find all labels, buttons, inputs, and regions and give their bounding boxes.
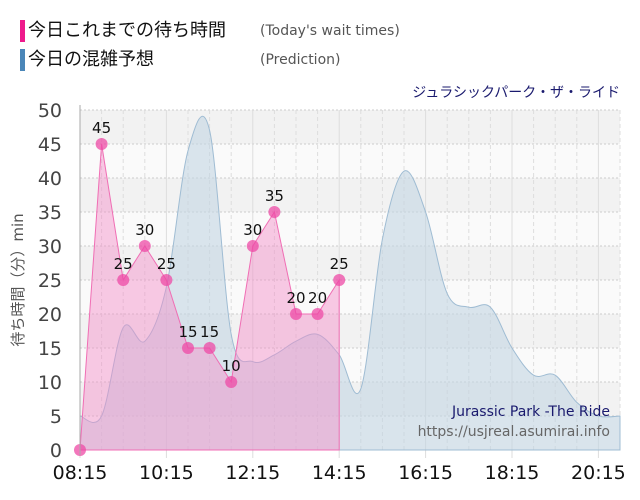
data-label: 45 (92, 119, 111, 137)
today-points (74, 138, 346, 456)
today-point (246, 240, 259, 252)
y-tick-label: 35 (38, 202, 62, 224)
x-tick-labels: 08:15 10:15 12:15 14:15 16:15 18:15 20:15 (53, 462, 626, 484)
data-label: 25 (157, 255, 176, 273)
x-tick-label: 12:15 (225, 462, 280, 484)
background-band (80, 144, 620, 178)
y-axis-label: 待ち時間（分）min (9, 213, 27, 346)
x-tick-label: 20:15 (571, 462, 626, 484)
prediction-area (79, 115, 621, 451)
x-tick-label: 08:15 (53, 462, 108, 484)
x-tick-label: 10:15 (139, 462, 194, 484)
data-label: 20 (286, 289, 305, 307)
data-label: 30 (243, 221, 262, 239)
y-tick-label: 0 (50, 440, 62, 462)
y-tick-label: 15 (38, 338, 62, 360)
background-band (80, 212, 620, 246)
data-label: 10 (222, 357, 241, 375)
y-tick-label: 10 (38, 372, 62, 394)
today-point (160, 274, 173, 286)
data-label: 25 (330, 255, 349, 273)
today-point (117, 274, 130, 286)
data-label: 25 (114, 255, 133, 273)
y-tick-labels: 0 5 10 15 20 25 30 35 40 45 50 (38, 100, 62, 462)
y-tick-label: 50 (38, 100, 62, 122)
data-label: 35 (265, 187, 284, 205)
today-point (203, 342, 216, 354)
today-point (95, 138, 108, 150)
today-point (290, 308, 302, 320)
today-point (333, 274, 346, 286)
attraction-name-jp: ジュラシックパーク・ザ・ライド (412, 85, 620, 101)
legend-item-today: 今日これまでの待ち時間 (Today's wait times) (20, 20, 400, 42)
data-label: 15 (178, 323, 197, 341)
legend-swatch-blue (20, 49, 25, 71)
today-point (182, 342, 194, 354)
today-point (311, 308, 324, 320)
x-tick-label: 18:15 (485, 462, 540, 484)
legend-label: 今日これまでの待ち時間 (28, 20, 226, 41)
today-point (138, 240, 151, 252)
data-label: 20 (308, 289, 327, 307)
y-tick-label: 30 (38, 236, 62, 258)
source-url: https://usjreal.asumirai.info (418, 424, 610, 440)
x-tick-label: 14:15 (312, 462, 367, 484)
legend-label: 今日の混雑予想 (28, 49, 154, 70)
y-tick-label: 45 (38, 134, 62, 156)
background-band (80, 178, 620, 212)
today-point (225, 376, 238, 388)
y-tick-label: 20 (38, 304, 62, 326)
legend-sublabel: (Prediction) (260, 52, 341, 68)
data-label: 15 (200, 323, 219, 341)
legend-swatch-pink (20, 20, 25, 42)
legend-item-prediction: 今日の混雑予想 (Prediction) (20, 49, 340, 71)
y-tick-label: 5 (50, 406, 62, 428)
today-point (268, 206, 281, 218)
y-tick-label: 25 (38, 270, 62, 292)
x-tick-label: 16:15 (398, 462, 453, 484)
attraction-name-en: Jurassic Park -The Ride (451, 404, 610, 420)
data-label: 30 (135, 221, 154, 239)
y-tick-label: 40 (38, 168, 62, 190)
legend-sublabel: (Today's wait times) (260, 23, 400, 39)
background-band (80, 110, 620, 144)
